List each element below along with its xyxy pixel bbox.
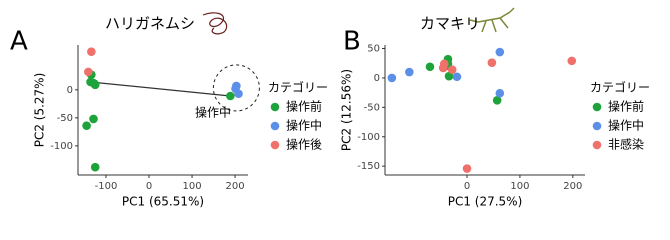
legend-marker	[270, 140, 280, 150]
point	[87, 47, 96, 57]
point	[487, 58, 497, 67]
annotation-arrow	[90, 81, 231, 97]
x-tick-label: 200	[226, 181, 245, 192]
y-tick-label: -50	[364, 102, 380, 113]
annotation: 操作中	[195, 105, 231, 120]
legend-label: 非感染	[608, 137, 644, 152]
point	[447, 65, 457, 75]
x-tick-label: 0	[146, 181, 152, 192]
point	[567, 56, 577, 66]
y-tick-label: 50	[367, 44, 380, 55]
point	[231, 84, 240, 94]
point	[82, 121, 91, 130]
point	[226, 91, 235, 101]
point	[495, 88, 505, 98]
x-tick-label: -100	[95, 181, 118, 192]
point	[462, 164, 472, 173]
chart-title: カマキリ	[420, 15, 480, 33]
legend-label: 操作中	[608, 118, 644, 133]
legend-label: 操作後	[286, 137, 322, 152]
point	[444, 71, 454, 81]
panel-label: B	[343, 27, 361, 57]
legend-marker	[592, 121, 602, 131]
x-tick-label: 100	[183, 181, 202, 192]
point	[495, 47, 505, 57]
point	[452, 72, 462, 82]
y-tick-label: -150	[357, 161, 380, 172]
point	[89, 114, 98, 124]
legend-marker	[270, 121, 280, 131]
legend-marker	[592, 140, 602, 150]
mantis-icon	[469, 7, 515, 33]
legend-label: 操作前	[286, 99, 322, 114]
y-tick-label: -100	[50, 141, 73, 152]
legend-label: 操作前	[608, 99, 644, 114]
point	[387, 73, 397, 83]
legend-marker	[592, 102, 602, 112]
y-tick-label: 0	[374, 73, 380, 84]
y-tick-label: 0	[67, 85, 73, 96]
y-tick-label: -50	[57, 113, 73, 124]
x-tick-label: 0	[464, 181, 470, 192]
legend-marker	[270, 102, 280, 112]
y-axis-title: PC2 (5.27%)	[33, 73, 47, 148]
point	[90, 79, 99, 88]
figure: A ハリガネムシ -100 0 100 200 -100 -50 0 PC1 (65.51%) PC…	[10, 7, 650, 209]
point	[425, 62, 435, 72]
y-axis-title: PC2 (12.56%)	[340, 69, 354, 151]
point	[84, 67, 93, 77]
x-axis-title: PC1 (65.51%)	[122, 195, 204, 209]
annotation-circle	[212, 64, 260, 112]
x-tick-label: 200	[563, 181, 582, 192]
legend-title: カテゴリー	[590, 80, 650, 95]
point	[90, 162, 100, 172]
x-tick-label: 100	[510, 181, 529, 192]
y-tick-label: -100	[357, 132, 380, 143]
panel-label: A	[10, 27, 28, 57]
point	[405, 67, 414, 77]
point	[492, 95, 502, 105]
x-axis-title: PC1 (27.5%)	[448, 195, 523, 209]
point	[438, 63, 448, 73]
legend-title: カテゴリー	[268, 80, 328, 95]
chart-title: ハリガネムシ	[105, 15, 195, 33]
legend-label: 操作中	[286, 118, 322, 133]
worm-icon	[202, 12, 228, 35]
